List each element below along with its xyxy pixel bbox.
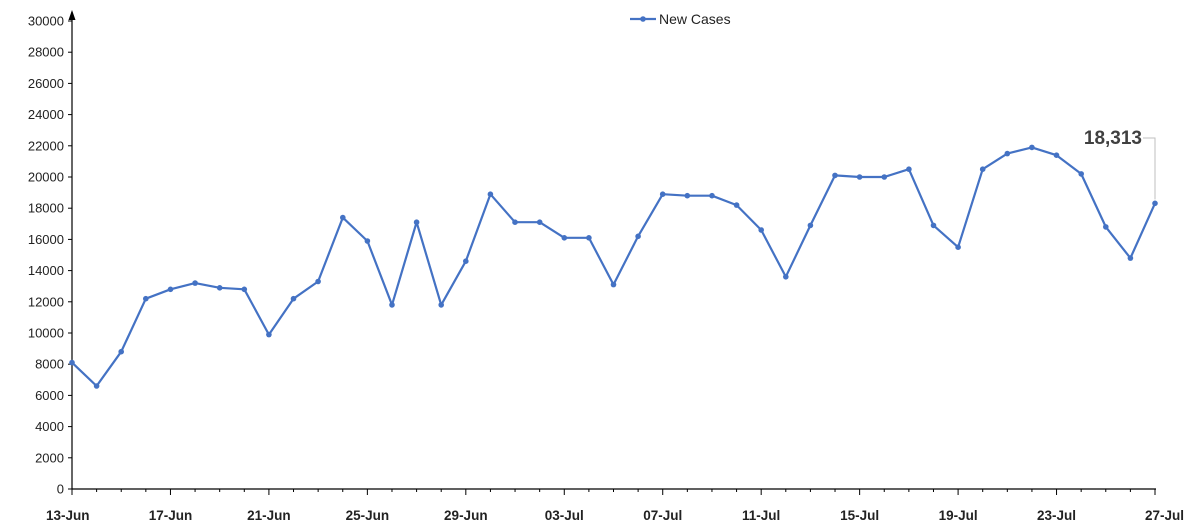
x-tick-label: 27-Jul xyxy=(1145,508,1184,523)
data-point xyxy=(216,285,223,291)
y-tick-label: 0 xyxy=(57,482,64,497)
x-tick-label: 19-Jul xyxy=(939,508,978,523)
series-line-new-cases xyxy=(71,146,1157,388)
data-point xyxy=(290,295,297,302)
data-point xyxy=(1127,255,1134,261)
data-point xyxy=(586,235,592,241)
data-point xyxy=(93,383,100,389)
y-tick-label: 4000 xyxy=(35,419,64,434)
y-tick-label: 26000 xyxy=(28,76,64,91)
callout-leader-line xyxy=(1143,137,1156,200)
data-point xyxy=(1152,200,1158,207)
data-point xyxy=(635,233,641,240)
data-point xyxy=(1029,144,1035,151)
data-point xyxy=(389,302,395,308)
y-tick-label: 28000 xyxy=(28,45,64,60)
legend: New Cases xyxy=(630,11,731,27)
y-tick-label: 12000 xyxy=(28,294,64,309)
data-point xyxy=(241,286,248,293)
data-point xyxy=(167,286,174,293)
data-point xyxy=(1103,224,1109,230)
legend-marker xyxy=(640,16,646,22)
y-tick-label: 2000 xyxy=(35,450,64,465)
data-point xyxy=(610,281,617,288)
data-point xyxy=(733,202,740,208)
series-new-cases xyxy=(69,144,1158,389)
y-tick-label: 18000 xyxy=(28,201,64,216)
data-point xyxy=(561,235,568,241)
y-tick-label: 8000 xyxy=(35,357,64,372)
data-point xyxy=(364,238,371,244)
data-point xyxy=(955,244,961,250)
last-value-label: 18,313 xyxy=(1084,128,1142,149)
x-tick-label: 03-Jul xyxy=(545,508,584,523)
legend-label: New Cases xyxy=(659,11,731,27)
data-point xyxy=(69,359,75,366)
data-point xyxy=(536,219,543,225)
y-tick-label: 24000 xyxy=(28,107,64,122)
x-tick-label: 13-Jun xyxy=(46,508,90,523)
data-point xyxy=(438,302,445,308)
data-point xyxy=(906,166,912,172)
data-point xyxy=(856,174,863,180)
data-point xyxy=(1004,150,1011,157)
data-point xyxy=(315,278,321,285)
x-tick-label: 25-Jun xyxy=(346,508,390,523)
data-point xyxy=(881,174,888,180)
data-point xyxy=(487,191,494,197)
data-point xyxy=(1053,152,1060,158)
x-tick-label: 07-Jul xyxy=(643,508,682,523)
data-point xyxy=(192,280,198,286)
y-tick-label: 16000 xyxy=(28,232,64,247)
data-point xyxy=(266,331,272,338)
data-point xyxy=(832,172,838,179)
data-point xyxy=(709,192,715,199)
data-callout: 18,313 xyxy=(1084,128,1156,200)
data-point xyxy=(143,295,149,302)
x-tick-label: 11-Jul xyxy=(742,508,780,523)
data-point xyxy=(930,222,937,229)
y-tick-label: 22000 xyxy=(28,138,64,153)
data-point xyxy=(659,191,666,197)
data-point xyxy=(807,222,814,229)
data-point xyxy=(758,227,764,233)
data-point xyxy=(340,214,346,221)
y-tick-label: 6000 xyxy=(35,388,64,403)
data-point xyxy=(463,258,469,265)
x-axis: 13-Jun 17-Jun 21-Jun 25-Jun 29-Jun 03-Jul 07-J… xyxy=(46,488,1184,523)
y-tick-label: 10000 xyxy=(28,326,64,341)
data-point xyxy=(684,192,691,199)
x-tick-label: 17-Jun xyxy=(149,508,193,523)
y-axis-arrow xyxy=(68,10,76,20)
data-point xyxy=(413,219,420,225)
data-point xyxy=(118,348,124,355)
y-axis: 0 2000 4000 6000 8000 10000 12000 14000 16000 180… xyxy=(28,10,76,497)
x-tick-label: 21-Jun xyxy=(247,508,291,523)
y-tick-label: 14000 xyxy=(28,263,64,278)
y-tick-label: 30000 xyxy=(28,14,64,29)
data-point xyxy=(979,166,986,172)
y-tick-label: 20000 xyxy=(28,170,64,185)
data-point xyxy=(512,219,518,225)
x-tick-label: 29-Jun xyxy=(444,508,488,523)
data-point xyxy=(1078,171,1084,177)
x-tick-label: 23-Jul xyxy=(1037,508,1076,523)
data-point xyxy=(783,274,789,280)
x-tick-label: 15-Jul xyxy=(840,508,879,523)
